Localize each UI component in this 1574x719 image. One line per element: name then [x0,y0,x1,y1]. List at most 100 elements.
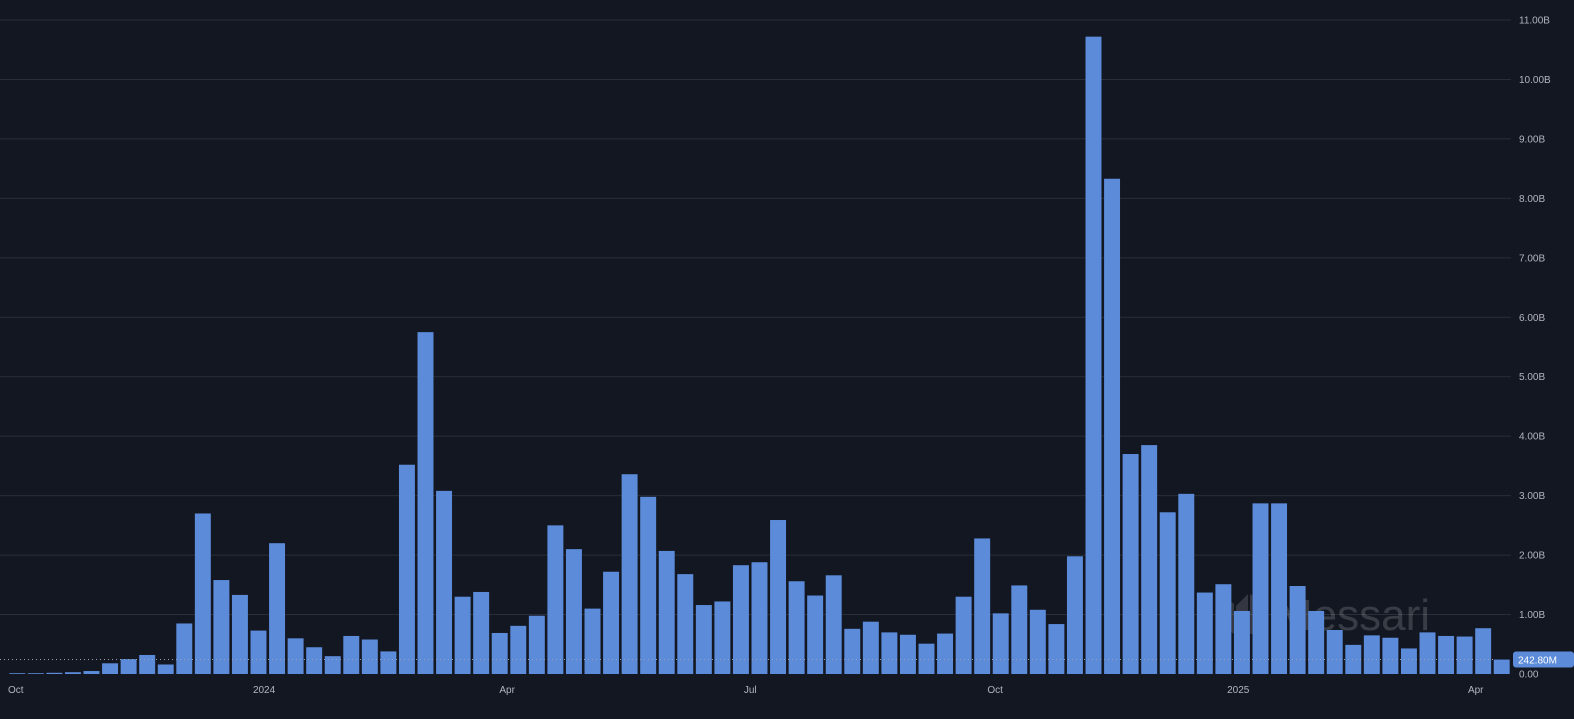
bar[interactable] [714,601,731,674]
bar[interactable] [825,575,842,674]
bar[interactable] [955,596,972,674]
bar[interactable] [881,632,898,674]
bar[interactable] [1066,556,1083,674]
y-tick-label: 2.00B [1519,551,1545,562]
bar[interactable] [287,638,304,674]
bar[interactable] [417,332,434,674]
bar[interactable] [1233,610,1250,674]
bar[interactable] [992,613,1009,674]
bar[interactable] [770,520,787,674]
bar[interactable] [528,615,545,674]
bar[interactable] [1456,636,1473,674]
bar[interactable] [1400,648,1417,674]
bar[interactable] [937,633,954,674]
x-tick-label: Jul [744,685,757,696]
bar[interactable] [269,543,286,674]
bar[interactable] [306,647,323,674]
bar[interactable] [788,581,805,674]
y-axis: 0.00 1.00B 2.00B 3.00B 4.00B 5.00B 6.00B 7.00B 8… [1519,16,1551,681]
bar[interactable] [658,550,675,674]
bar[interactable] [1252,503,1269,674]
bar[interactable] [1122,454,1139,674]
bar[interactable] [1029,609,1046,674]
bar[interactable] [1048,624,1065,674]
bar[interactable] [176,623,193,674]
bar[interactable] [844,628,861,674]
bar[interactable] [1215,584,1232,674]
y-tick-label: 1.00B [1519,610,1545,621]
x-tick-label: Apr [1468,685,1484,696]
bar[interactable] [27,673,44,674]
bar[interactable] [380,651,397,674]
bar[interactable] [9,673,26,674]
bar[interactable] [751,562,768,674]
bar[interactable] [324,656,341,674]
bar[interactable] [102,663,119,674]
bar[interactable] [1178,493,1195,674]
bar[interactable] [547,525,564,674]
x-tick-label: Oct [8,685,24,696]
bar[interactable] [83,671,100,674]
bar[interactable] [231,594,248,674]
bar[interactable] [473,591,490,674]
bar[interactable] [1104,178,1121,674]
bar[interactable] [1438,635,1455,674]
bar[interactable] [918,643,935,674]
bar[interactable] [1308,610,1325,674]
bar[interactable] [807,595,824,674]
bar[interactable] [213,580,230,674]
bar[interactable] [46,672,63,674]
last-value-badge-text: 242.80M [1518,656,1557,667]
bar[interactable] [899,634,916,674]
bar[interactable] [64,672,81,674]
bar[interactable] [1493,659,1510,674]
bar[interactable] [1326,630,1343,674]
bar[interactable] [120,659,137,674]
bar[interactable] [732,565,749,674]
bar[interactable] [1159,512,1176,674]
bar[interactable] [436,490,453,674]
bar[interactable] [565,549,582,674]
last-value-badge-bg [1513,651,1574,668]
bar[interactable] [157,664,174,674]
bar[interactable] [1475,628,1492,674]
gridlines [0,19,1511,616]
x-tick-label: Apr [499,685,515,696]
bar[interactable] [862,621,879,674]
y-tick-label: 0.00 [1519,670,1539,681]
bar[interactable] [1289,586,1306,674]
bar[interactable] [1363,635,1380,674]
bar[interactable] [1419,632,1436,674]
bar[interactable] [1382,637,1399,674]
bar[interactable] [677,574,694,674]
bar[interactable] [1085,36,1102,674]
last-value-badge: 242.80M [1513,651,1574,668]
bars [9,36,1510,674]
bar[interactable] [398,464,415,674]
bar[interactable] [343,635,360,674]
bar[interactable] [1011,585,1028,674]
bar[interactable] [584,608,601,674]
bar[interactable] [454,596,471,674]
bar[interactable] [1345,644,1362,674]
bar[interactable] [1196,592,1213,674]
y-tick-label: 9.00B [1519,134,1545,145]
y-tick-label: 6.00B [1519,313,1545,324]
y-tick-label: 4.00B [1519,432,1545,443]
bar[interactable] [640,496,657,674]
bar[interactable] [491,632,508,674]
bar[interactable] [974,538,991,674]
bar[interactable] [361,639,378,674]
bar[interactable] [695,605,712,674]
bar[interactable] [1271,503,1288,674]
bar[interactable] [621,474,638,674]
bar[interactable] [603,571,620,674]
x-tick-label: Oct [987,685,1003,696]
y-tick-label: 10.00B [1519,75,1551,86]
bar[interactable] [510,625,527,674]
bar[interactable] [194,513,211,674]
bar[interactable] [250,630,267,674]
bar[interactable] [139,654,156,674]
bar[interactable] [1141,445,1158,674]
